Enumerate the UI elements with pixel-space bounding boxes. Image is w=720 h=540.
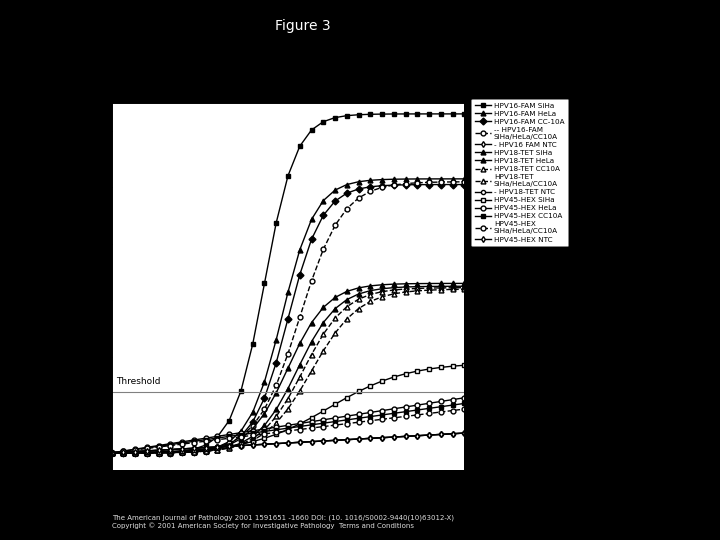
- Y-axis label: Fluorescence: Fluorescence: [59, 240, 72, 333]
- Legend: HPV16-FAM SiHa, HPV16-FAM HeLa, HPV16-FAM CC-10A, -- HPV16-FAM
SiHa/HeLa/CC10A, : HPV16-FAM SiHa, HPV16-FAM HeLa, HPV16-FA…: [472, 99, 568, 246]
- Text: The American Journal of Pathology 2001 1591651 -1660 DOI: (10. 1016/S0002-9440(1: The American Journal of Pathology 2001 1…: [112, 515, 454, 529]
- X-axis label: Cycle Number: Cycle Number: [239, 495, 337, 508]
- Text: Figure 3: Figure 3: [274, 19, 330, 33]
- Text: Threshold: Threshold: [117, 377, 161, 387]
